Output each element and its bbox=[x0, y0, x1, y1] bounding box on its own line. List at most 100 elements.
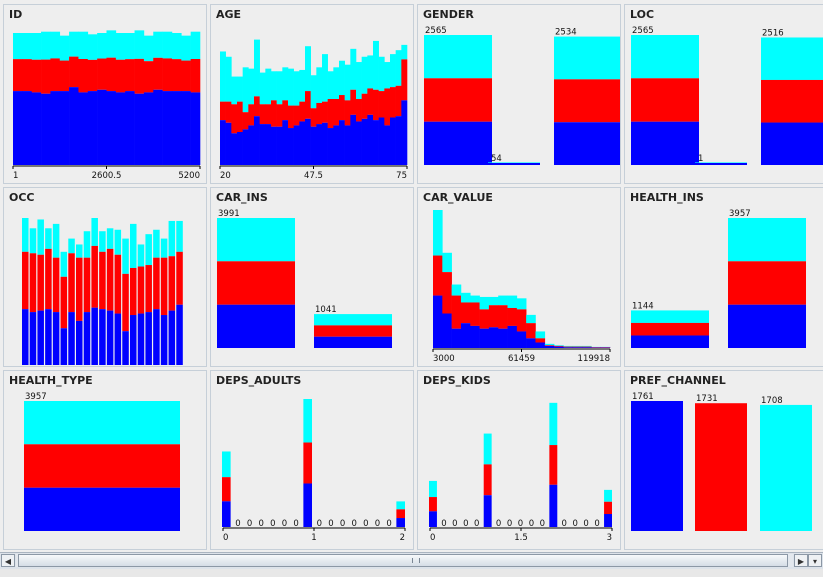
bar-30-red bbox=[390, 87, 396, 118]
histogram-health-ins[interactable]: HEALTH_INS 1144 3957 bbox=[624, 187, 823, 367]
zero-label: 0 bbox=[540, 519, 545, 529]
bar-0-blue bbox=[220, 120, 226, 165]
tick-label: 47.5 bbox=[304, 171, 323, 181]
chart-plot: 2565 1 2516 bbox=[631, 26, 823, 165]
bar-1-cyan bbox=[695, 162, 747, 163]
bar-12-cyan bbox=[544, 343, 555, 346]
bar-value-label: 3991 bbox=[218, 209, 240, 219]
histogram-id[interactable]: ID 1 2600.5 5200 bbox=[3, 4, 207, 184]
bar-2-blue bbox=[554, 122, 620, 165]
chevron-down-icon: ▾ bbox=[812, 557, 817, 566]
bar-0-red bbox=[217, 261, 295, 305]
histogram-pref-channel[interactable]: PREF_CHANNEL 1761 1731 1708 bbox=[624, 370, 823, 550]
bar-7-blue bbox=[498, 328, 508, 348]
bar-19-red bbox=[190, 59, 201, 93]
bar-0-cyan bbox=[24, 401, 180, 445]
bar-24-cyan bbox=[356, 62, 362, 99]
bar-16-blue bbox=[162, 91, 173, 165]
tick-label: 1 bbox=[311, 533, 316, 543]
horizontal-scrollbar[interactable]: ◀ ▶ ▾ bbox=[0, 552, 823, 569]
bar-2-cyan bbox=[761, 37, 823, 80]
bar-value-label: 1 bbox=[698, 154, 703, 164]
bar-4-red bbox=[470, 302, 480, 326]
chart-plot: 3991 1041 bbox=[217, 209, 392, 348]
histogram-gender[interactable]: GENDER 2565 54 2534 bbox=[417, 4, 621, 184]
bar-8-blue bbox=[265, 124, 272, 165]
bar-18-cyan bbox=[160, 238, 168, 258]
bar-20-red bbox=[333, 99, 340, 126]
bar-3-blue bbox=[460, 323, 471, 348]
bar-15-cyan bbox=[305, 46, 311, 92]
bar-16-red bbox=[582, 346, 592, 348]
zero-label: 0 bbox=[583, 519, 588, 529]
bar-17-red bbox=[316, 102, 323, 125]
bar-6-blue bbox=[254, 116, 260, 165]
bar-0-red bbox=[222, 477, 231, 502]
bar-value-label: 3957 bbox=[25, 392, 47, 402]
bar-14-blue bbox=[299, 121, 306, 165]
zero-label: 0 bbox=[518, 519, 523, 529]
bar-18-blue bbox=[160, 315, 168, 365]
bar-8-red bbox=[87, 59, 98, 92]
bar-15-blue bbox=[572, 347, 583, 348]
histogram-car-value[interactable]: CAR_VALUE 3000 61459 119918 bbox=[417, 187, 621, 367]
chart-plot: 3957 bbox=[24, 392, 180, 531]
scroll-thumb[interactable] bbox=[18, 554, 788, 567]
scroll-left-button[interactable]: ◀ bbox=[1, 554, 15, 567]
scroll-right-button[interactable]: ▶ bbox=[794, 554, 808, 567]
bar-15-blue bbox=[153, 89, 163, 165]
bar-15-cyan bbox=[396, 501, 405, 510]
chart-title: HEALTH_TYPE bbox=[9, 374, 93, 387]
tick-label: 75 bbox=[396, 171, 407, 181]
bar-21-cyan bbox=[339, 60, 345, 96]
bar-1-red bbox=[29, 253, 37, 313]
tick-label: 0 bbox=[430, 533, 435, 543]
bar-15-cyan bbox=[137, 244, 145, 267]
bar-19-cyan bbox=[190, 31, 201, 60]
bar-20-blue bbox=[333, 125, 340, 165]
histogram-deps-kids[interactable]: DEPS_KIDS 0 0 0 0 0 0 0 0 0 0 0 0 0 0 1.5 3 bbox=[417, 370, 621, 550]
histogram-age[interactable]: AGE 20 47.5 75 bbox=[210, 4, 414, 184]
bar-1-cyan bbox=[488, 162, 540, 163]
histogram-occ[interactable]: OCC bbox=[3, 187, 207, 367]
chart-title: LOC bbox=[630, 8, 655, 21]
tick-label: 3 bbox=[607, 533, 612, 543]
tick-label: 0 bbox=[223, 533, 228, 543]
bar-15-blue bbox=[396, 518, 405, 527]
chart-title: HEALTH_INS bbox=[630, 191, 704, 204]
bar-9-blue bbox=[97, 89, 107, 165]
histogram-deps-adults[interactable]: DEPS_ADULTS 0 0 0 0 0 0 0 0 0 0 0 0 0 0 1 2 bbox=[210, 370, 414, 550]
bar-19-cyan bbox=[168, 220, 176, 257]
bar-10-cyan bbox=[99, 231, 106, 252]
histogram-loc[interactable]: LOC 2565 1 2516 bbox=[624, 4, 823, 184]
bar-16-cyan bbox=[162, 31, 173, 59]
bar-9-cyan bbox=[91, 218, 98, 246]
histogram-health-type[interactable]: HEALTH_TYPE 3957 bbox=[3, 370, 207, 550]
bar-13-red bbox=[122, 273, 129, 332]
bar-11-cyan bbox=[106, 228, 114, 249]
bar-11-blue bbox=[282, 120, 289, 165]
bar-8-blue bbox=[83, 312, 91, 365]
bar-7-red bbox=[303, 442, 312, 484]
bar-7-cyan bbox=[76, 244, 83, 258]
bar-18-red bbox=[181, 60, 191, 92]
bar-8-cyan bbox=[507, 295, 518, 308]
bar-4-blue bbox=[470, 325, 480, 348]
tick-label: 2600.5 bbox=[92, 171, 122, 181]
bar-0-cyan bbox=[13, 33, 23, 60]
histogram-car-ins[interactable]: CAR_INS 3991 1041 bbox=[210, 187, 414, 367]
bar-15-blue bbox=[305, 118, 311, 165]
bar-4-cyan bbox=[470, 295, 480, 303]
scroll-menu-button[interactable]: ▾ bbox=[808, 554, 822, 567]
bar-1-cyan bbox=[314, 314, 392, 326]
bar-16-cyan bbox=[604, 489, 612, 502]
bar-0-blue bbox=[429, 511, 437, 527]
zero-label: 0 bbox=[282, 519, 287, 529]
bar-15-red bbox=[396, 509, 405, 519]
bar-11-red bbox=[535, 338, 546, 343]
bar-28-red bbox=[378, 91, 385, 118]
scroll-track[interactable] bbox=[16, 554, 793, 567]
chart-plot: 0 0 0 0 0 0 0 0 0 0 0 0 00 1.5 3 bbox=[429, 402, 613, 543]
bar-9-red bbox=[516, 309, 527, 332]
bar-27-red bbox=[373, 89, 379, 121]
